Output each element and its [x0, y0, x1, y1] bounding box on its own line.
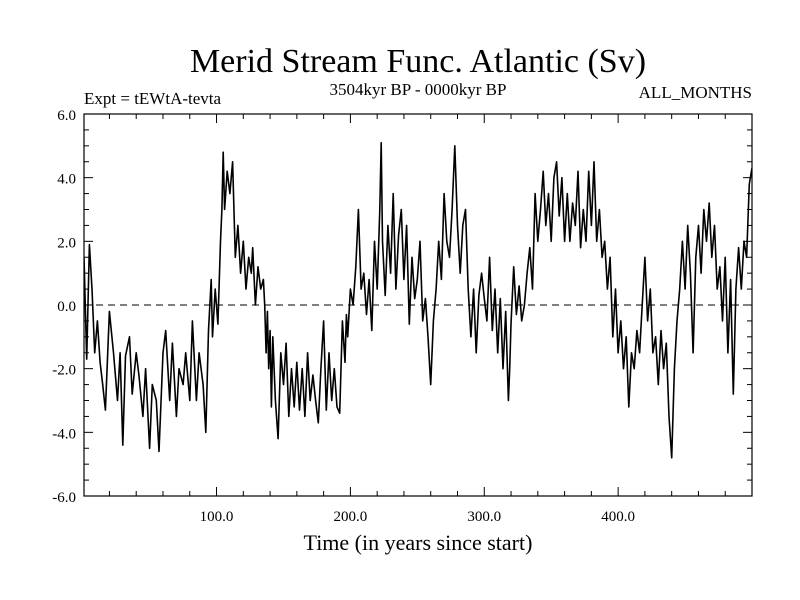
y-tick-label: 6.0: [57, 108, 76, 124]
stream-function-series: [84, 141, 752, 459]
plot-frame: [83, 113, 753, 497]
plot-area: [84, 141, 752, 459]
x-axis-tick-labels: 100.0 200.0 300.0 400.0: [200, 509, 635, 525]
y-axis-tick-labels: -6.0 -4.0 -2.0 0.0 2.0 4.0 6.0: [52, 108, 76, 506]
x-tick-label: 100.0: [200, 509, 234, 525]
experiment-label: Expt = tEWtA-tevta: [84, 89, 222, 108]
x-tick-label: 300.0: [467, 509, 501, 525]
y-tick-label: -2.0: [52, 363, 76, 379]
y-tick-label: 4.0: [57, 172, 76, 188]
chart-title: Merid Stream Func. Atlantic (Sv): [190, 43, 646, 80]
y-tick-label: 2.0: [57, 235, 76, 251]
x-axis-label: Time (in years since start): [304, 530, 533, 555]
x-tick-label: 200.0: [334, 509, 368, 525]
y-tick-label: 0.0: [57, 299, 76, 315]
y-tick-label: -6.0: [52, 490, 76, 506]
months-label: ALL_MONTHS: [639, 83, 752, 102]
time-range-label: 3504kyr BP - 0000kyr BP: [330, 80, 507, 99]
x-tick-label: 400.0: [601, 509, 635, 525]
y-tick-label: -4.0: [52, 426, 76, 442]
